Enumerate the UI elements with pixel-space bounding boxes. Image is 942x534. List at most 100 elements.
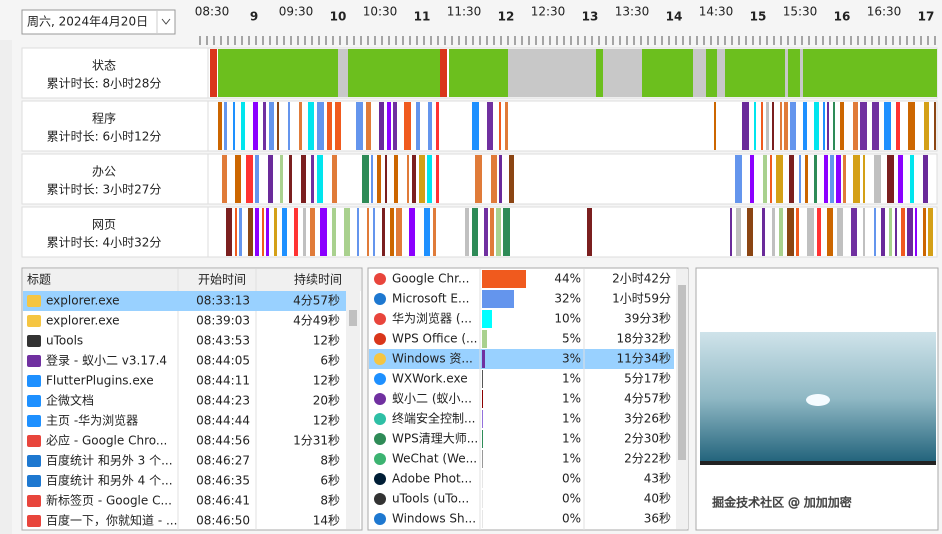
- activity-stripe: [274, 208, 277, 256]
- activity-stripe: [754, 102, 756, 150]
- activity-stripe: [310, 208, 315, 256]
- app-name[interactable]: uTools (uTo...: [392, 492, 469, 506]
- table-cell: 12秒: [313, 334, 340, 348]
- table-cell: 08:46:35: [196, 474, 250, 488]
- time-label: 09:30: [279, 5, 314, 19]
- percent-bar: [482, 370, 483, 388]
- activity-stripe: [824, 155, 828, 203]
- activity-stripe: [730, 208, 732, 256]
- activity-stripe: [837, 208, 843, 256]
- activity-stripe: [735, 155, 742, 203]
- table-cell[interactable]: uTools: [46, 334, 83, 348]
- table-cell: 08:44:23: [196, 394, 250, 408]
- table-cell[interactable]: explorer.exe: [46, 314, 120, 328]
- time-label: 08:30: [195, 5, 230, 19]
- table-cell[interactable]: 百度统计 和另外 4 个...: [46, 473, 173, 488]
- time-label: 13:30: [615, 5, 650, 19]
- activity-stripe: [390, 208, 394, 256]
- table-cell[interactable]: 企微文档: [46, 393, 94, 408]
- activity-stripe: [436, 155, 439, 203]
- table-cell[interactable]: explorer.exe: [46, 294, 120, 308]
- activity-stripe: [836, 155, 841, 203]
- activity-stripe: [396, 208, 402, 256]
- app-duration: 36秒: [644, 512, 671, 526]
- table-cell: 8秒: [320, 454, 340, 468]
- preview-taskbar: [700, 461, 936, 465]
- date-picker[interactable]: [21, 9, 176, 35]
- activity-stripe: [266, 208, 269, 256]
- app-name[interactable]: WeChat (We...: [392, 452, 477, 466]
- scroll-thumb[interactable]: [349, 310, 357, 326]
- table-cell: 4分57秒: [293, 294, 340, 308]
- activity-stripe: [428, 102, 432, 150]
- activity-stripe: [222, 155, 227, 203]
- activity-stripe: [907, 208, 913, 256]
- app-name[interactable]: Adobe Phot...: [392, 472, 472, 486]
- activity-stripe: [881, 208, 885, 256]
- status-segment: [717, 49, 725, 97]
- activity-stripe: [772, 102, 774, 150]
- table-cell: 08:33:13: [196, 294, 250, 308]
- time-label: 15: [750, 10, 767, 24]
- table-cell[interactable]: 百度一下，你就知道 - ...: [46, 513, 177, 528]
- activity-stripe: [253, 102, 258, 150]
- percent-bar: [482, 270, 526, 288]
- app-name[interactable]: Windows Sh...: [392, 512, 476, 526]
- activity-stripe: [332, 155, 337, 203]
- time-label: 11:30: [447, 5, 482, 19]
- time-label: 14: [666, 10, 683, 24]
- column-header[interactable]: 标题: [27, 273, 51, 287]
- app-name[interactable]: Windows 资...: [392, 352, 473, 366]
- app-name[interactable]: Microsoft E...: [392, 292, 469, 306]
- status-segment: [800, 49, 803, 97]
- status-segment: [440, 49, 447, 97]
- activity-stripe: [587, 208, 592, 256]
- app-name[interactable]: 蚁小二 (蚁小...: [392, 392, 472, 406]
- activity-stripe: [299, 102, 302, 150]
- percent-bar: [482, 310, 492, 328]
- app-name[interactable]: WXWork.exe: [392, 372, 468, 386]
- app-name[interactable]: 华为浏览器 (...: [392, 311, 472, 326]
- activity-stripe: [499, 155, 502, 203]
- table-cell[interactable]: 登录 - 蚁小二 v3.17.4: [46, 353, 167, 368]
- table-cell: 08:46:41: [196, 494, 250, 508]
- activity-stripe: [833, 102, 835, 150]
- table-cell: 20秒: [313, 394, 340, 408]
- activity-stripe: [814, 102, 819, 150]
- app-name[interactable]: WPS Office (...: [392, 332, 478, 346]
- app-duration: 1小时59分: [612, 292, 671, 306]
- activity-stripe: [332, 208, 336, 256]
- activity-stripe: [294, 208, 298, 256]
- table-cell: 08:46:50: [196, 514, 250, 528]
- scroll-thumb[interactable]: [678, 285, 686, 460]
- app-name[interactable]: WPS清理大师...: [392, 432, 478, 446]
- app-duration: 4分57秒: [624, 392, 671, 406]
- activity-stripe: [379, 102, 384, 150]
- activity-stripe: [472, 208, 478, 256]
- table-cell[interactable]: 主页 -华为浏览器: [46, 413, 138, 428]
- app-icon: [374, 273, 386, 285]
- activity-stripe: [385, 155, 387, 203]
- app-name[interactable]: 终端安全控制...: [392, 411, 475, 426]
- app-percent: 0%: [562, 492, 581, 506]
- table-cell[interactable]: 新标签页 - Google C...: [46, 493, 172, 508]
- status-segment: [210, 49, 217, 97]
- date-arrow[interactable]: [161, 18, 171, 25]
- column-header[interactable]: 持续时间: [294, 272, 342, 287]
- activity-stripe: [863, 208, 865, 256]
- table-cell[interactable]: 百度统计 和另外 3 个...: [46, 453, 173, 468]
- activity-stripe: [736, 208, 741, 256]
- app-percent: 5%: [562, 332, 581, 346]
- activity-stripe: [317, 102, 324, 150]
- column-header[interactable]: 开始时间: [198, 273, 246, 287]
- app-name[interactable]: Google Chr...: [392, 272, 469, 286]
- table-cell[interactable]: FlutterPlugins.exe: [46, 374, 154, 388]
- app-percent: 1%: [562, 392, 581, 406]
- app-duration: 40秒: [644, 492, 671, 506]
- table-cell[interactable]: 必应 - Google Chro...: [46, 433, 167, 448]
- activity-stripe: [246, 155, 253, 203]
- activity-stripe: [923, 208, 926, 256]
- activity-stripe: [509, 155, 514, 203]
- table-cell: 08:39:03: [196, 314, 250, 328]
